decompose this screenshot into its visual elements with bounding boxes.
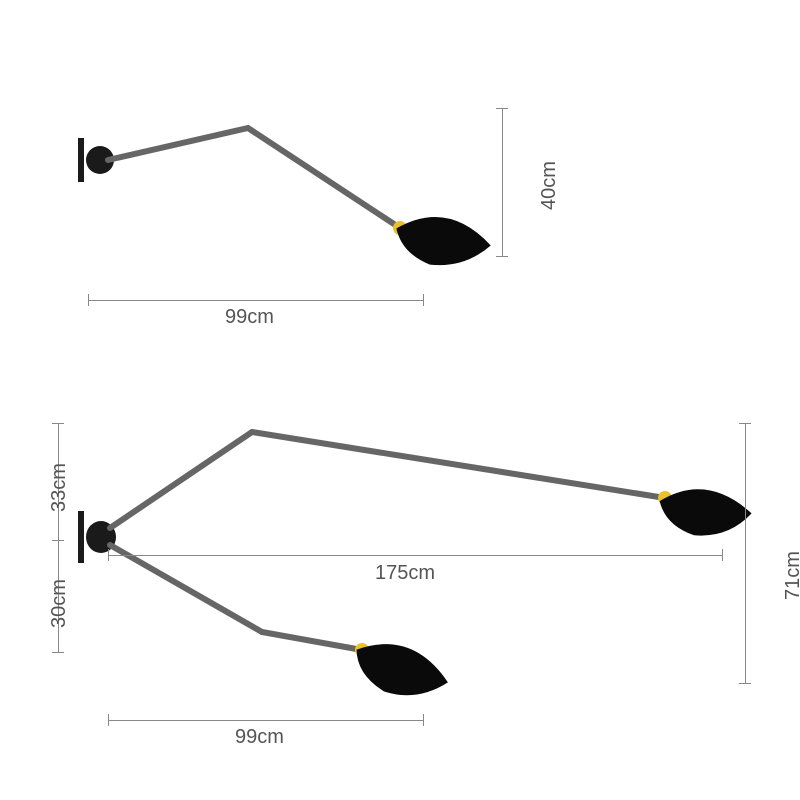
dim-tick <box>108 549 109 561</box>
dim-line-99-bottom <box>108 720 423 721</box>
dim-tick <box>108 714 109 726</box>
dim-tick <box>423 714 424 726</box>
dim-tick <box>52 423 64 424</box>
dim-label-30: 30cm <box>48 579 71 628</box>
dim-tick <box>52 652 64 653</box>
double-lamp-upper-shade <box>655 470 775 560</box>
dim-tick <box>739 683 751 684</box>
double-lamp-lower-shade <box>350 620 470 715</box>
dim-label-71: 71cm <box>782 551 800 600</box>
dim-line-175 <box>108 555 722 556</box>
dimension-diagram: { "type": "dimension-diagram", "backgrou… <box>0 0 800 800</box>
dim-tick <box>722 549 723 561</box>
dim-tick <box>739 423 751 424</box>
dim-line-71 <box>745 423 746 683</box>
dim-label-99-bottom: 99cm <box>235 726 284 749</box>
dim-label-33: 33cm <box>48 463 71 512</box>
dim-label-175: 175cm <box>375 562 435 585</box>
